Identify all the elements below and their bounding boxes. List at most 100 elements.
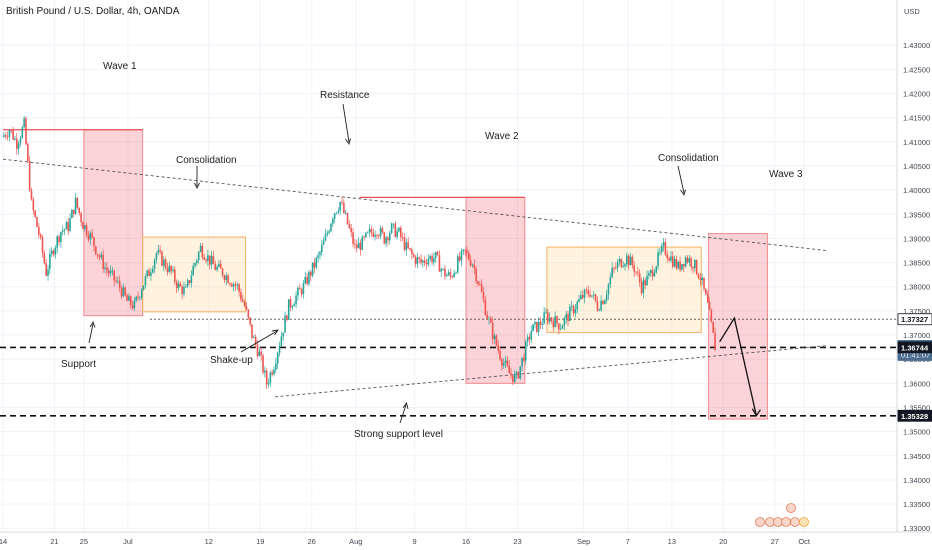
x-tick-label: Aug [349,537,362,546]
candle-body [600,300,602,311]
candle-body [106,267,108,271]
candle-body [258,351,261,357]
candle-body [330,223,332,232]
candle-body [587,290,590,295]
candle-body [335,212,338,214]
candle-body [458,256,461,261]
candle-body [107,270,110,274]
candle-body [61,230,64,232]
currency-label[interactable]: USD [904,7,920,16]
candle-body [563,318,566,326]
candle-body [159,250,161,252]
price-label[interactable]: 1.36744 [901,343,929,352]
candle-body [137,296,139,298]
price-label[interactable]: 1.37327 [901,315,928,324]
candle-body [102,254,104,269]
candle-body [17,143,20,149]
candle-body [221,268,224,276]
candle-body [620,258,623,268]
candle-body [539,321,542,325]
candle-body [475,268,477,282]
candle-body [515,372,518,374]
consolidation-zone [546,246,702,334]
price-label[interactable]: 1.35328 [901,412,928,421]
candle-body [166,268,169,273]
candle-body [4,135,7,137]
candle-body [276,352,279,364]
candle-body [39,234,42,238]
candle-body [655,266,658,273]
x-tick-label: 26 [308,537,316,546]
candle-body [196,260,198,264]
candle-body [684,257,687,267]
x-tick-label: Oct [798,537,811,546]
candle-body [561,325,564,329]
candle-body [682,264,685,267]
candle-body [686,257,689,263]
candle-body [633,265,635,272]
candle-body [12,130,14,140]
price-label-box[interactable] [897,409,932,422]
candle-body [510,373,512,376]
candle-body [36,217,38,228]
candle-body [365,232,367,237]
candle-body [308,271,310,284]
candle-body [80,213,82,223]
candle-body [585,289,588,291]
y-tick-label: 1.43000 [903,41,930,50]
candle-body [622,266,624,268]
candle-body [15,138,18,149]
candle-body [363,236,365,238]
candle-body [34,210,36,218]
y-tick-label: 1.33000 [903,524,930,533]
candle-body [445,274,448,277]
candle-body [534,321,536,325]
candle-body [153,259,156,269]
candle-body [50,250,53,254]
candle-body [25,118,27,145]
candle-body [388,233,391,241]
candle-body [69,218,71,232]
candle-body [541,323,544,325]
candle-body [58,236,60,243]
x-tick-label: Jul [123,537,133,546]
wave-zone [708,233,768,420]
candle-body [65,222,68,230]
candle-body [232,284,235,287]
y-tick-label: 1.39500 [903,210,930,219]
price-label-box[interactable] [897,341,932,354]
candle-body [589,294,591,297]
candle-body [616,262,619,268]
annotation-consolidation-1: Consolidation [176,155,237,166]
candle-body [385,237,387,244]
event-icons[interactable] [755,503,809,527]
candle-body [543,312,545,324]
candle-body [71,209,73,219]
candle-body [256,344,259,357]
candle-body [271,372,273,375]
candle-body [673,258,676,267]
candle-body [537,321,540,332]
candle-body [309,271,312,276]
candle-body [337,210,340,213]
candle-body [638,273,641,283]
candle-body [3,135,5,137]
candle-body [576,301,579,310]
candle-body [407,242,409,249]
y-tick-label: 1.35500 [903,403,930,412]
candle-body [269,372,272,383]
candle-body [175,281,178,289]
countdown-label: 01:41:07 [901,350,930,359]
price-label-box[interactable] [897,313,932,326]
candle-body [357,242,360,249]
candle-body [19,138,22,144]
candle-body [41,237,44,253]
candle-body [666,254,669,259]
candle-body [348,224,351,229]
x-tick-label: 25 [80,537,88,546]
candle-body [47,269,49,276]
candle-body [146,270,149,277]
x-tick-label: 13 [668,537,676,546]
candle-body [440,269,443,272]
